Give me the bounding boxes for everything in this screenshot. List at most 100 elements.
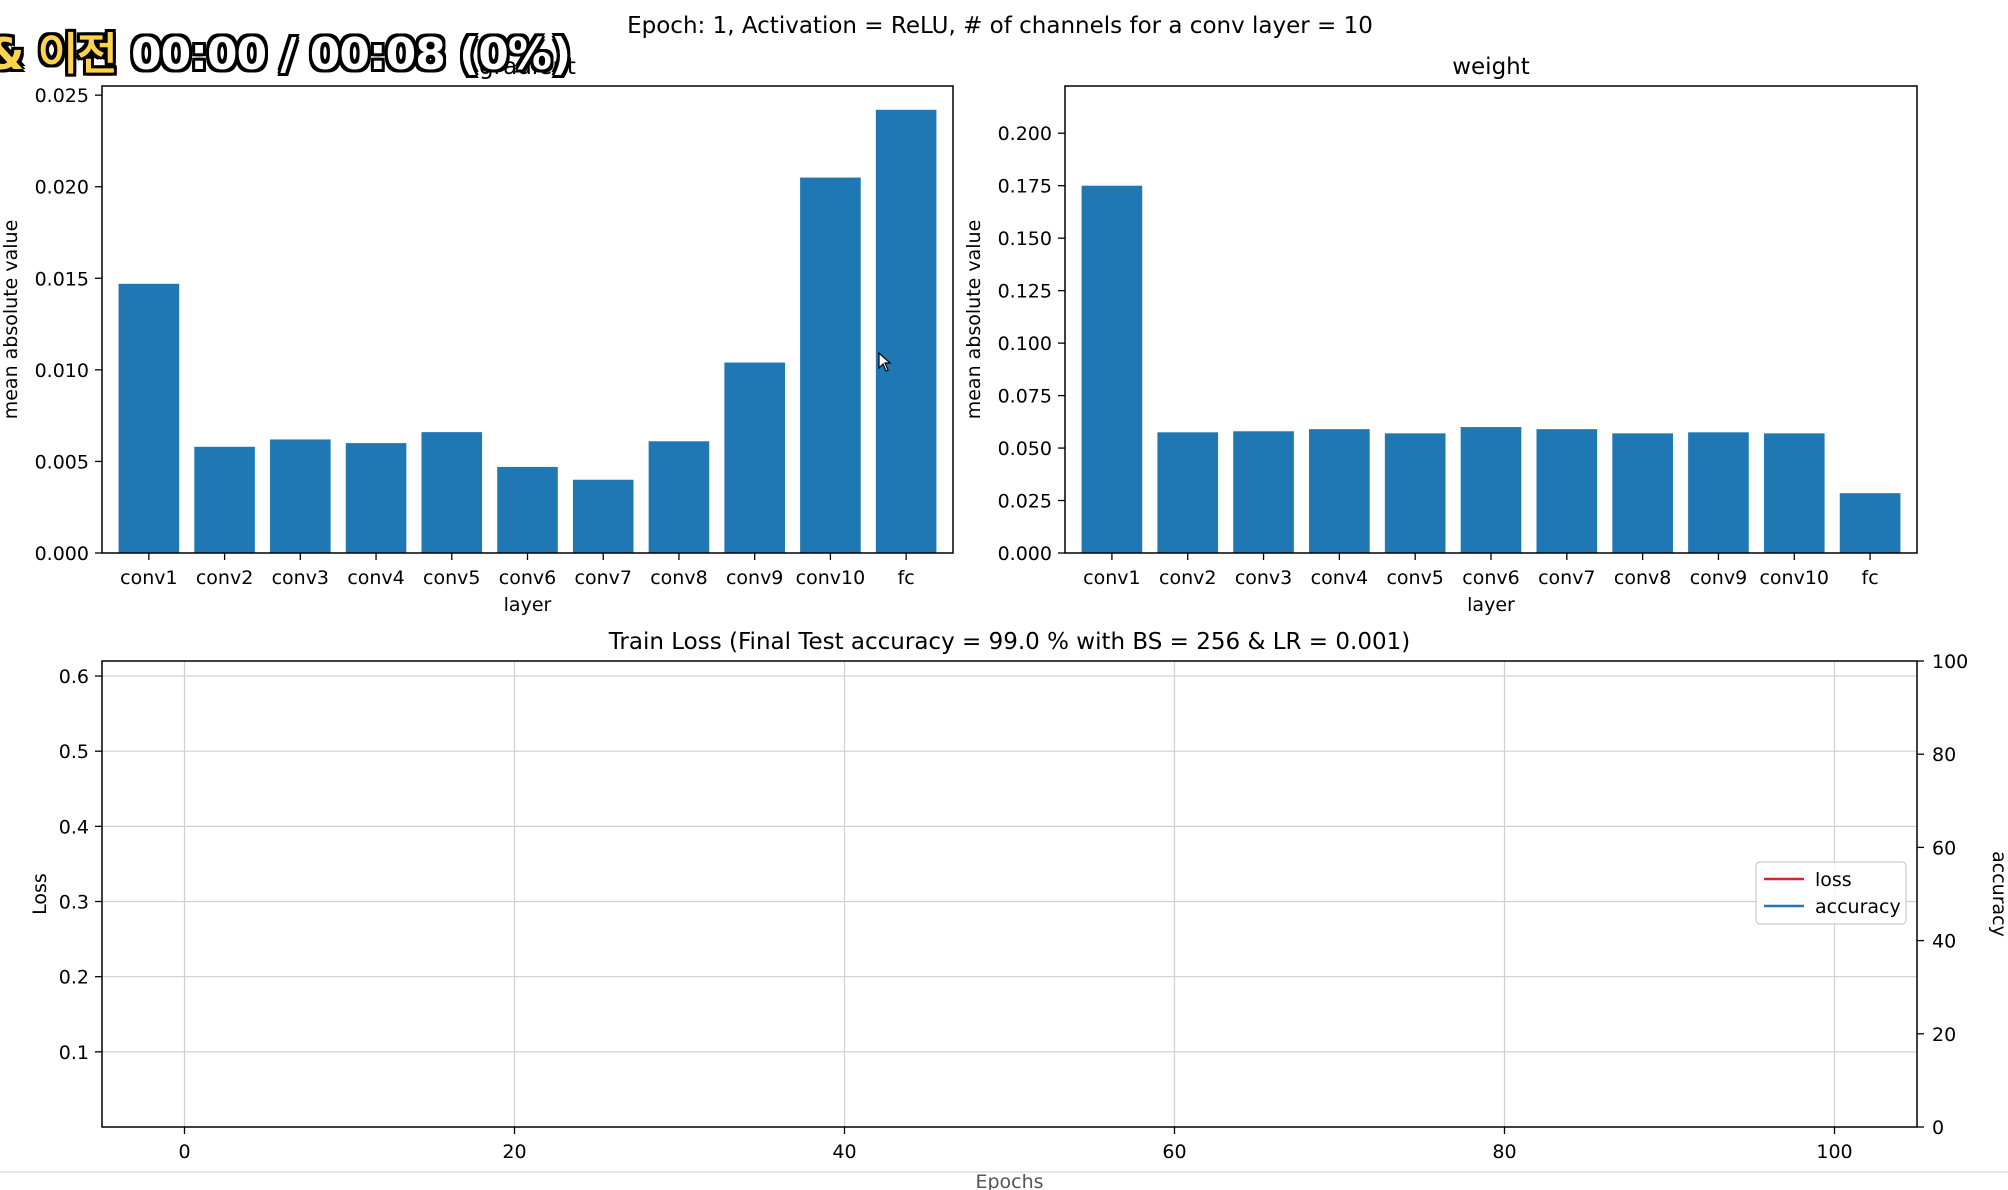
ytick-label-0-0: 0.000: [35, 543, 89, 565]
line-xtick-label-1: 20: [502, 1141, 526, 1163]
xtick-label-0-conv1: conv1: [120, 567, 177, 589]
video-time-overlay: & 이전 00:00 / 00:08 (0%): [0, 18, 571, 82]
xtick-label-0-conv7: conv7: [575, 567, 632, 589]
ytick-label-0-5: 0.025: [35, 85, 89, 107]
bar-1-conv1: [1081, 185, 1143, 553]
line-ytick-label-2: 0.3: [59, 892, 89, 914]
xtick-label-1-conv8: conv8: [1614, 567, 1671, 589]
line-ytick-label-4: 0.5: [59, 741, 89, 763]
ytick-label-0-1: 0.005: [35, 451, 89, 473]
xtick-label-1-conv7: conv7: [1538, 567, 1595, 589]
line-x-axis-label: Epochs: [975, 1171, 1043, 1190]
ytick-label-1-3: 0.075: [998, 386, 1052, 408]
xtick-label-1-conv5: conv5: [1386, 567, 1443, 589]
bar-1-conv9: [1688, 432, 1749, 553]
bar-0-conv5: [421, 432, 483, 553]
chart-title-1: weight: [1452, 54, 1530, 80]
bar-1-conv3: [1233, 431, 1294, 553]
figure-suptitle: Epoch: 1, Activation = ReLU, # of channe…: [627, 13, 1373, 39]
line-ytick-label-3: 0.4: [59, 816, 89, 838]
bar-0-conv10: [800, 177, 861, 553]
bar-0-fc: [875, 109, 937, 553]
line-y2tick-label-2: 40: [1932, 931, 1956, 953]
y-axis-label-0: mean absolute value: [0, 220, 22, 420]
xtick-label-0-conv5: conv5: [423, 567, 480, 589]
line-y2tick-label-4: 80: [1932, 744, 1956, 766]
xtick-label-1-conv3: conv3: [1235, 567, 1292, 589]
axes-frame-0: [101, 85, 954, 554]
legend-label-accuracy: accuracy: [1815, 896, 1901, 918]
xtick-label-0-conv8: conv8: [650, 567, 707, 589]
bar-1-conv10: [1763, 433, 1825, 553]
x-axis-label-1: layer: [1467, 594, 1515, 616]
xtick-label-1-conv1: conv1: [1083, 567, 1140, 589]
ytick-label-0-4: 0.020: [35, 177, 89, 199]
overlay-cut-char: &: [0, 29, 24, 80]
line-y2-axis-label: accuracy: [1988, 851, 2008, 937]
axes-frame-1: [1064, 85, 1918, 554]
line-ytick-label-0: 0.1: [59, 1042, 89, 1064]
ytick-label-1-1: 0.025: [998, 491, 1052, 513]
bar-0-conv2: [194, 446, 255, 553]
line-xtick-label-2: 40: [832, 1141, 856, 1163]
ytick-label-1-7: 0.175: [998, 176, 1052, 198]
overlay-prefix: 이전: [37, 29, 118, 80]
xtick-label-0-conv2: conv2: [196, 567, 253, 589]
line-ytick-label-1: 0.2: [59, 967, 89, 989]
line-axes-frame: [101, 660, 1918, 1128]
xtick-label-1-conv6: conv6: [1462, 567, 1519, 589]
ytick-label-1-4: 0.100: [998, 333, 1052, 355]
line-y2tick-label-0: 0: [1932, 1117, 1944, 1139]
mouse-cursor-icon: [878, 352, 892, 372]
xtick-label-0-conv9: conv9: [726, 567, 783, 589]
ytick-label-1-5: 0.125: [998, 281, 1052, 303]
chart-title-0: gradient: [479, 54, 576, 80]
xtick-label-1-conv2: conv2: [1159, 567, 1216, 589]
xtick-label-1-conv4: conv4: [1311, 567, 1368, 589]
ytick-label-1-6: 0.150: [998, 228, 1052, 250]
xtick-label-1-conv9: conv9: [1690, 567, 1747, 589]
xtick-label-0-conv3: conv3: [272, 567, 329, 589]
line-y2tick-label-3: 60: [1932, 837, 1956, 859]
line-xtick-label-5: 100: [1816, 1141, 1852, 1163]
bar-1-conv5: [1384, 433, 1446, 553]
xtick-label-0-conv10: conv10: [796, 567, 866, 589]
line-xtick-label-0: 0: [178, 1141, 190, 1163]
x-axis-label-0: layer: [504, 594, 552, 616]
bar-0-conv3: [270, 439, 331, 553]
bar-0-conv9: [724, 362, 785, 553]
ytick-label-0-2: 0.010: [35, 360, 89, 382]
y-axis-label-1: mean absolute value: [963, 220, 985, 420]
legend-box: [1755, 861, 1907, 925]
ytick-label-0-3: 0.015: [35, 268, 89, 290]
bar-1-conv7: [1536, 429, 1598, 553]
line-xtick-label-4: 80: [1492, 1141, 1516, 1163]
bar-0-conv8: [648, 441, 710, 553]
xtick-label-0-conv4: conv4: [347, 567, 404, 589]
bar-0-conv6: [497, 466, 558, 553]
bar-1-conv4: [1309, 429, 1370, 553]
bar-0-conv7: [572, 479, 634, 553]
bar-0-conv1: [118, 283, 180, 553]
legend-label-loss: loss: [1815, 869, 1852, 891]
bar-1-conv2: [1157, 432, 1219, 553]
bar-0-conv4: [345, 443, 407, 553]
bar-1-conv6: [1460, 427, 1522, 553]
overlay-time: 00:00 / 00:08 (0%): [131, 29, 571, 80]
xtick-label-0-fc: fc: [898, 567, 915, 589]
xtick-label-1-conv10: conv10: [1759, 567, 1829, 589]
xtick-label-1-fc: fc: [1862, 567, 1879, 589]
line-y-axis-label: Loss: [29, 873, 51, 915]
line-y2tick-label-5: 100: [1932, 651, 1968, 673]
bar-1-fc: [1839, 493, 1901, 553]
bar-1-conv8: [1612, 433, 1673, 553]
line-ytick-label-5: 0.6: [59, 666, 89, 688]
ytick-label-1-2: 0.050: [998, 438, 1052, 460]
line-y2tick-label-1: 20: [1932, 1024, 1956, 1046]
ytick-label-1-0: 0.000: [998, 543, 1052, 565]
line-xtick-label-3: 60: [1162, 1141, 1186, 1163]
xtick-label-0-conv6: conv6: [499, 567, 556, 589]
ytick-label-1-8: 0.200: [998, 123, 1052, 145]
line-chart-title: Train Loss (Final Test accuracy = 99.0 %…: [608, 629, 1410, 655]
